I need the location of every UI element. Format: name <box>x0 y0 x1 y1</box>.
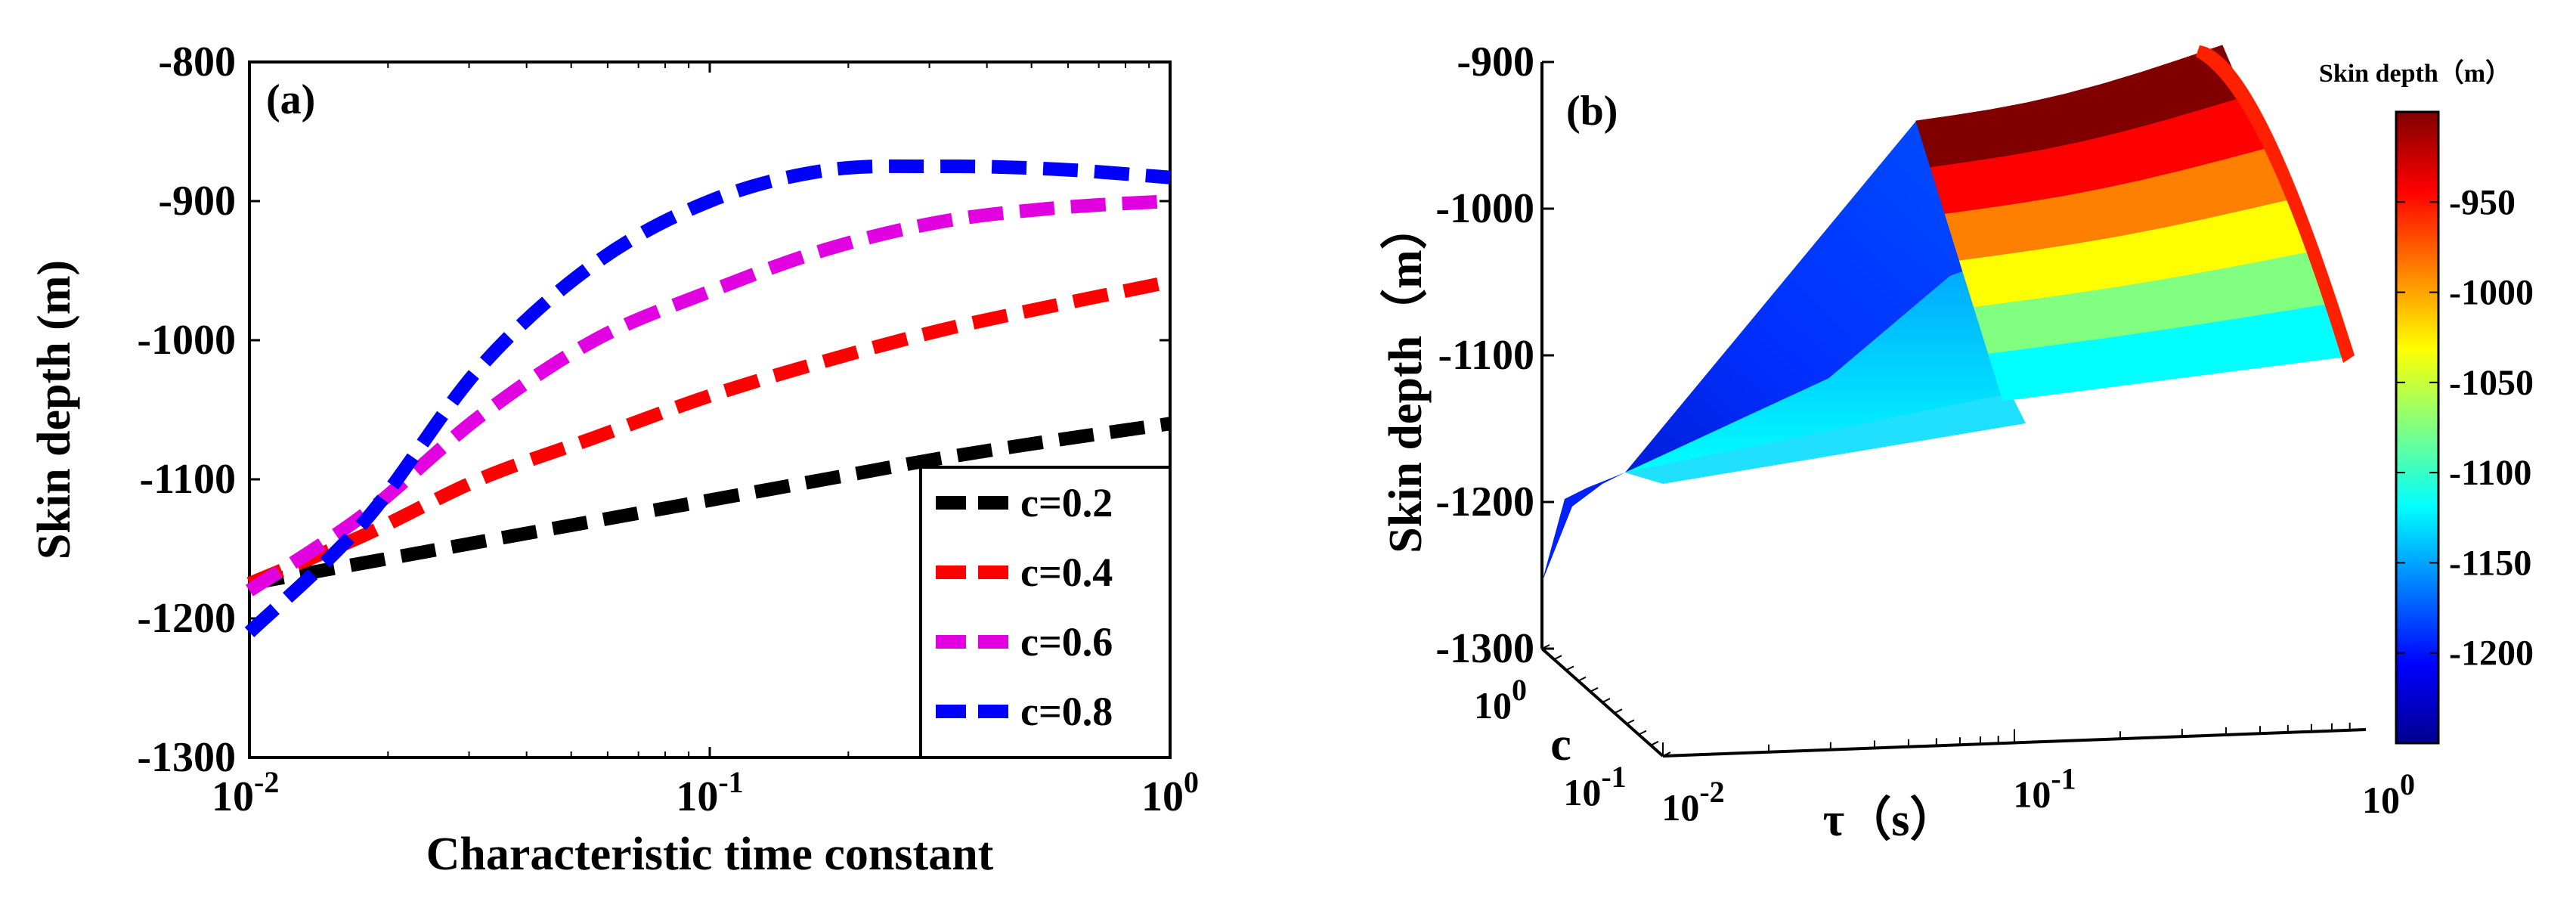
surface-cyan-face <box>1625 249 2026 473</box>
y-tick-label: -900 <box>158 178 236 225</box>
colorbar-title: Skin depth（m） <box>2319 58 2511 88</box>
c-tick-label: 10-1 <box>1563 760 1626 813</box>
series-line-c=0.2 <box>248 417 1172 590</box>
x-tick-label: 10-2 <box>212 765 279 820</box>
c-tick-mark <box>1626 719 1635 725</box>
y-axis-label-a: Skin depth (m) <box>29 260 80 559</box>
x-tick-label: 100 <box>1141 765 1199 820</box>
colorbar-tick-label: -1100 <box>2449 453 2531 493</box>
legend-label: c=0.4 <box>1020 550 1113 595</box>
tau-tick-label: 100 <box>2362 767 2415 821</box>
y-tick-label: -800 <box>158 39 236 85</box>
c-tick-mark <box>1638 730 1647 736</box>
z-axis-b: -900 -1000 -1100 -1200 -1300 <box>1435 39 1554 672</box>
tau-tick-label: 10-2 <box>1661 775 1724 829</box>
colorbar-tick-label: -1000 <box>2449 273 2534 313</box>
c-tick-mark <box>1565 665 1574 671</box>
colorbar-tick-label: -1150 <box>2449 543 2531 583</box>
c-tick-label: 100 <box>1474 673 1527 727</box>
legend-label: c=0.8 <box>1020 689 1113 734</box>
c-tick-mark <box>1662 751 1671 757</box>
c-tick-mark <box>1577 676 1587 682</box>
series-group-a <box>244 159 1172 637</box>
c-tick-mark <box>1553 655 1562 661</box>
colorbar-tick-label: -1050 <box>2449 363 2534 403</box>
y-tick-label: -1200 <box>137 595 236 642</box>
x-axis-a: 10-2 10-1 100 <box>212 62 1199 820</box>
series-line-c=0.6 <box>246 194 1171 596</box>
c-tick-mark <box>1650 740 1659 746</box>
z-tick-label: -1300 <box>1435 625 1534 672</box>
z-tick-label: -1200 <box>1435 479 1534 525</box>
panel-label-a: (a) <box>266 76 315 123</box>
z-tick-label: -1000 <box>1435 185 1534 232</box>
z-axis-label-b: Skin depth（m） <box>1379 203 1432 553</box>
z-tick-label: -900 <box>1457 39 1534 85</box>
z-tick-label: -1100 <box>1438 332 1534 379</box>
c-tick-mark <box>1541 644 1550 649</box>
surface-edge <box>2196 45 2355 363</box>
panel-a: -800 -900 -1000 -1100 -1200 -1300 10-2 10-1 100… <box>29 39 1199 880</box>
y-axis-a: -800 -900 -1000 -1100 -1200 -1300 <box>137 39 1170 781</box>
series-line-c=0.8 <box>244 159 1171 637</box>
surface-cyan-strip <box>1625 393 2026 484</box>
c-tick-mark <box>1590 686 1599 693</box>
tau-axis-label: τ（s） <box>1823 793 1957 846</box>
panel-label-b: (b) <box>1566 88 1618 135</box>
y-tick-label: -1300 <box>137 734 236 781</box>
colorbar-tick-label: -1200 <box>2449 634 2534 674</box>
surface-curl <box>1542 473 1625 582</box>
y-tick-label: -1100 <box>139 456 236 503</box>
legend-label: c=0.2 <box>1020 480 1113 525</box>
tau-axis-ticks: 10-2 10-1 100 <box>1661 722 2415 829</box>
c-axis-label: c <box>1550 719 1571 770</box>
colorbar-tick-label: -950 <box>2449 182 2516 222</box>
legend-a: c=0.2 c=0.4 c=0.6 c=0.8 <box>919 466 1172 759</box>
c-tick-mark <box>1614 708 1623 714</box>
c-axis-ticks: 100 10-1 <box>1474 644 1671 813</box>
colorbar-ticks: -950 -1000 -1050 -1100 -1150 -1200 <box>2396 182 2534 674</box>
x-axis-label-a: Characteristic time constant <box>426 829 994 880</box>
y-tick-label: -1000 <box>137 317 236 364</box>
legend-label: c=0.6 <box>1020 619 1113 665</box>
x-tick-label: 10-1 <box>676 765 743 820</box>
series-line-c=0.4 <box>246 274 1172 590</box>
colorbar <box>2395 110 2440 745</box>
panel-b: -900 -1000 -1100 -1200 -1300 10-2 10-1 100 100… <box>1379 39 2534 846</box>
tau-tick-label: 10-1 <box>2013 762 2076 816</box>
surface-plot <box>1542 45 2355 582</box>
c-tick-mark <box>1602 698 1611 703</box>
